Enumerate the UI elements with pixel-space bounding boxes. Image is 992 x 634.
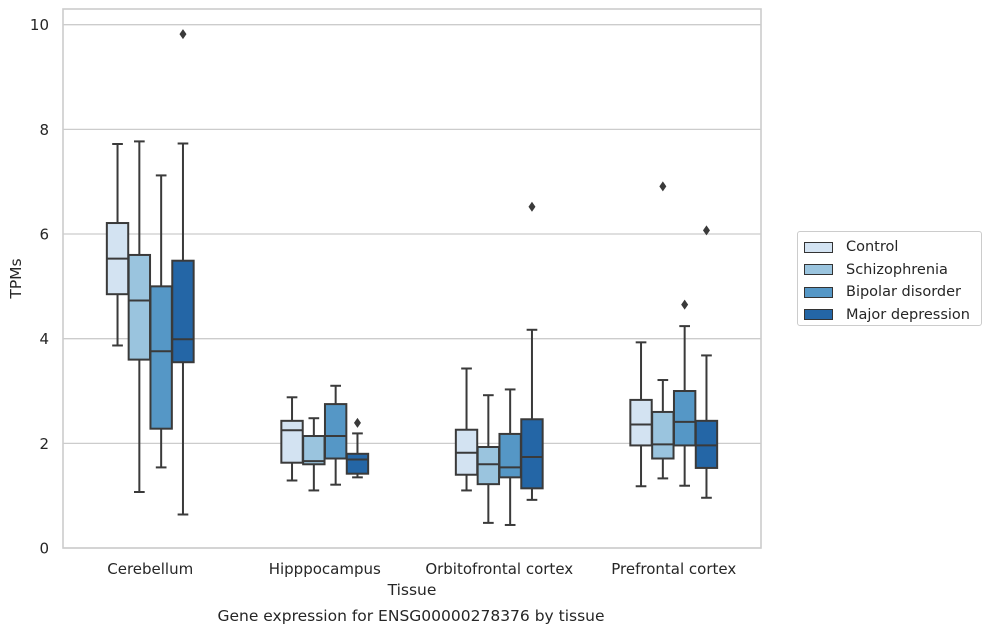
legend-item: Schizophrenia [798,259,981,282]
plot-frame [62,8,762,549]
box-iqr [302,435,326,466]
outlier-point [659,181,667,192]
box-iqr [476,446,501,486]
legend-label: Major depression [846,306,970,323]
outlier-point [528,201,536,212]
outlier-point [353,417,361,428]
box-iqr [672,390,697,447]
y-tick-label: 2 [39,435,49,453]
y-axis-label: TPMs [7,258,25,299]
x-tick-label: Orbitofrontal cortex [425,560,573,578]
legend-swatch [804,264,833,276]
chart-caption: Gene expression for ENSG00000278376 by t… [217,607,605,625]
x-axis-ticks: Cerebellum Hipppocampus Orbitofrontal cort… [107,560,736,578]
legend-label: Control [846,239,899,256]
x-tick-label: Hipppocampus [269,560,381,578]
box-iqr [149,285,173,430]
legend-swatch [804,241,833,253]
outlier-point [681,299,689,310]
x-axis-label: Tissue [387,581,437,599]
outlier-point [179,29,187,40]
legend-swatch [804,286,833,298]
x-tick-label: Cerebellum [107,560,193,578]
y-axis-ticks: 0 2 4 6 8 10 [30,16,49,557]
legend-item: Major depression [798,304,981,327]
y-tick-label: 4 [39,330,49,348]
box-iqr [520,418,544,490]
legend-item: Control [798,236,981,259]
box-iqr [171,259,195,364]
box-iqr [345,452,370,475]
box-iqr [127,253,152,361]
y-tick-label: 6 [39,226,49,244]
legend-label: Bipolar disorder [846,284,961,301]
box-plot-marks [105,29,719,526]
box-iqr [323,403,348,460]
outlier-point [702,225,710,236]
legend-item: Bipolar disorder [798,281,981,304]
legend-label: Schizophrenia [846,261,948,278]
y-tick-label: 8 [39,121,49,139]
box-iqr [280,419,304,464]
y-tick-label: 0 [39,540,49,558]
legend: Control Schizophrenia Bipolar disorder Majo… [797,231,982,326]
x-tick-label: Prefrontal cortex [611,560,736,578]
box-iqr [694,419,719,469]
box-iqr [651,410,675,460]
legend-swatch [804,309,833,321]
y-tick-label: 10 [30,16,49,34]
box-iqr [498,432,522,479]
box-iqr [629,398,653,447]
